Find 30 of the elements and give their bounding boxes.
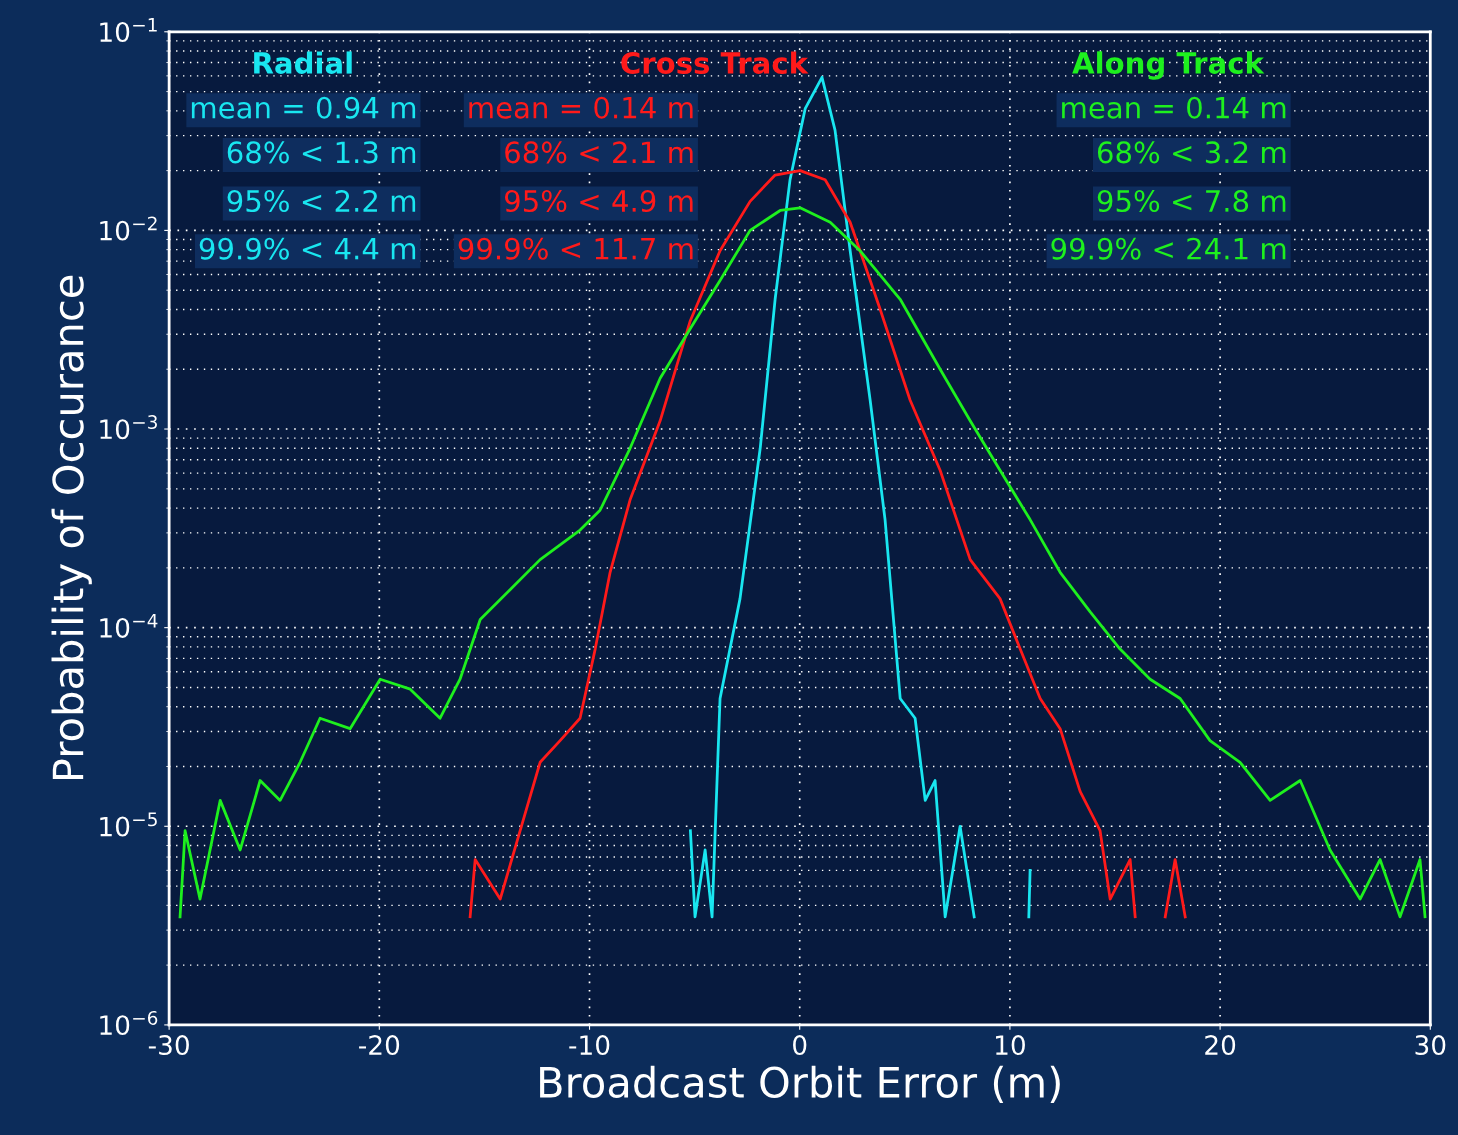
annotation: 95% < 4.9 m: [505, 189, 693, 213]
y-tick-label: 10$^{−1}$: [100, 18, 157, 42]
x-tick-label: 0: [793, 1035, 807, 1056]
y-tick-label: 10$^{−2}$: [100, 216, 157, 241]
y-tick-label: 10$^{−4}$: [100, 613, 158, 638]
text: Radial: [254, 51, 352, 75]
x-tick-label: -20: [359, 1035, 400, 1056]
annotation: mean = 0.94 m: [191, 96, 416, 119]
annotation: 99.9% < 11.7 m: [458, 237, 693, 260]
annotation: 68% < 3.2 m: [1097, 141, 1286, 164]
annotation: mean = 0.14 m: [469, 96, 693, 119]
x-tick-label: 10: [996, 1035, 1025, 1056]
x-axis-title: Broadcast Orbit Error (m): [540, 1065, 1060, 1103]
annotation: mean = 0.14 m: [1062, 96, 1286, 119]
x-tick-label: 30: [1415, 1035, 1446, 1056]
annotation: 99.9% < 4.4 m: [199, 237, 416, 260]
x-tick-label: -10: [569, 1035, 610, 1056]
text: Cross Track: [621, 51, 809, 75]
annotation: 95% < 7.8 m: [1097, 189, 1286, 213]
y-tick-label: 10$^{−5}$: [100, 812, 157, 837]
text: Along Track: [1072, 51, 1265, 80]
annotation: 68% < 1.3 m: [227, 141, 416, 164]
annotation: 95% < 2.2 m: [227, 189, 416, 213]
annotation: 99.9% < 24.1 m: [1051, 237, 1286, 260]
y-tick-label: 10$^{−3}$: [100, 415, 157, 440]
x-tick-label: -30: [148, 1035, 189, 1056]
annotation: 68% < 2.1 m: [505, 141, 693, 164]
y-tick-label: 10$^{−6}$: [100, 1010, 158, 1036]
y-axis-title: Probability of Occurance: [51, 275, 92, 780]
x-tick-label: 20: [1205, 1035, 1236, 1056]
